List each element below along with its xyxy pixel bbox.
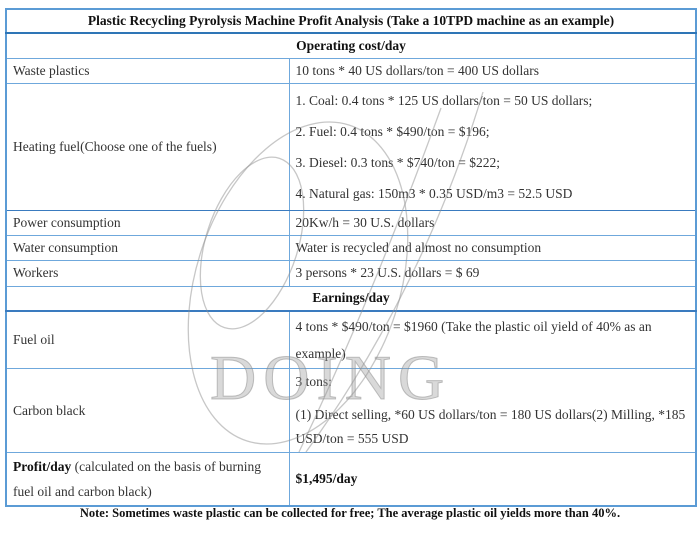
table-title: Plastic Recycling Pyrolysis Machine Prof… [5,8,697,34]
row-value: 4 tons * $490/ton = $1960 (Take the plas… [288,310,697,369]
row-workers: Workers 3 persons * 23 U.S. dollars = $ … [5,259,697,287]
row-value: 3 persons * 23 U.S. dollars = $ 69 [288,259,697,287]
row-label: Water consumption [5,234,290,261]
row-power-consumption: Power consumption 20Kw/h = 30 U.S. dolla… [5,209,697,236]
row-profit-per-day: Profit/day (calculated on the basis of b… [5,452,697,507]
row-carbon-black: Carbon black 3 tons: (1) Direct selling,… [5,368,697,453]
row-label: Carbon black [5,368,290,453]
section-header-earnings: Earnings/day [5,285,697,312]
fuel-oil-value: 4 tons * $490/ton = $1960 (Take the plas… [295,319,652,361]
heating-option-fuel: 2. Fuel: 0.4 tons * $490/ton = $196; [295,123,490,139]
row-label: Profit/day (calculated on the basis of b… [5,452,290,507]
row-value: 1. Coal: 0.4 tons * 125 US dollars/ton =… [288,82,697,211]
row-value: 3 tons: (1) Direct selling, *60 US dolla… [288,368,697,453]
profit-value: $1,495/day [288,452,697,507]
profit-analysis-table: Plastic Recycling Pyrolysis Machine Prof… [5,8,698,507]
earnings-header: Earnings/day [5,285,697,312]
row-value: Water is recycled and almost no consumpt… [288,234,697,261]
section-header-operating: Operating cost/day [5,32,697,59]
row-label: Fuel oil [5,310,290,369]
heating-option-natural-gas: 4. Natural gas: 150m3 * 0.35 USD/m3 = 52… [295,185,573,201]
table-title-row: Plastic Recycling Pyrolysis Machine Prof… [5,8,697,34]
row-label: Heating fuel(Choose one of the fuels) [5,82,290,211]
row-label: Workers [5,259,290,287]
row-heating-fuel: Heating fuel(Choose one of the fuels) 1.… [5,82,697,211]
row-value: 10 tons * 40 US dollars/ton = 400 US dol… [288,57,697,84]
carbon-black-tons: 3 tons: [295,374,332,389]
profit-label-rest: (calculated on the basis of burning fuel… [13,459,261,499]
row-value: 20Kw/h = 30 U.S. dollars [288,209,697,236]
footnote-text: Note: Sometimes waste plastic can be col… [79,506,621,520]
carbon-black-options: (1) Direct selling, *60 US dollars/ton =… [295,407,686,446]
row-fuel-oil: Fuel oil 4 tons * $490/ton = $1960 (Take… [5,310,697,369]
operating-cost-header: Operating cost/day [5,32,697,59]
heating-option-coal: 1. Coal: 0.4 tons * 125 US dollars/ton =… [295,92,593,108]
row-water-consumption: Water consumption Water is recycled and … [5,234,697,261]
profit-label-bold: Profit/day [13,459,72,474]
row-waste-plastics: Waste plastics 10 tons * 40 US dollars/t… [5,57,697,84]
row-label: Power consumption [5,209,290,236]
heating-option-diesel: 3. Diesel: 0.3 tons * $740/ton = $222; [295,154,500,170]
row-label: Waste plastics [5,57,290,84]
